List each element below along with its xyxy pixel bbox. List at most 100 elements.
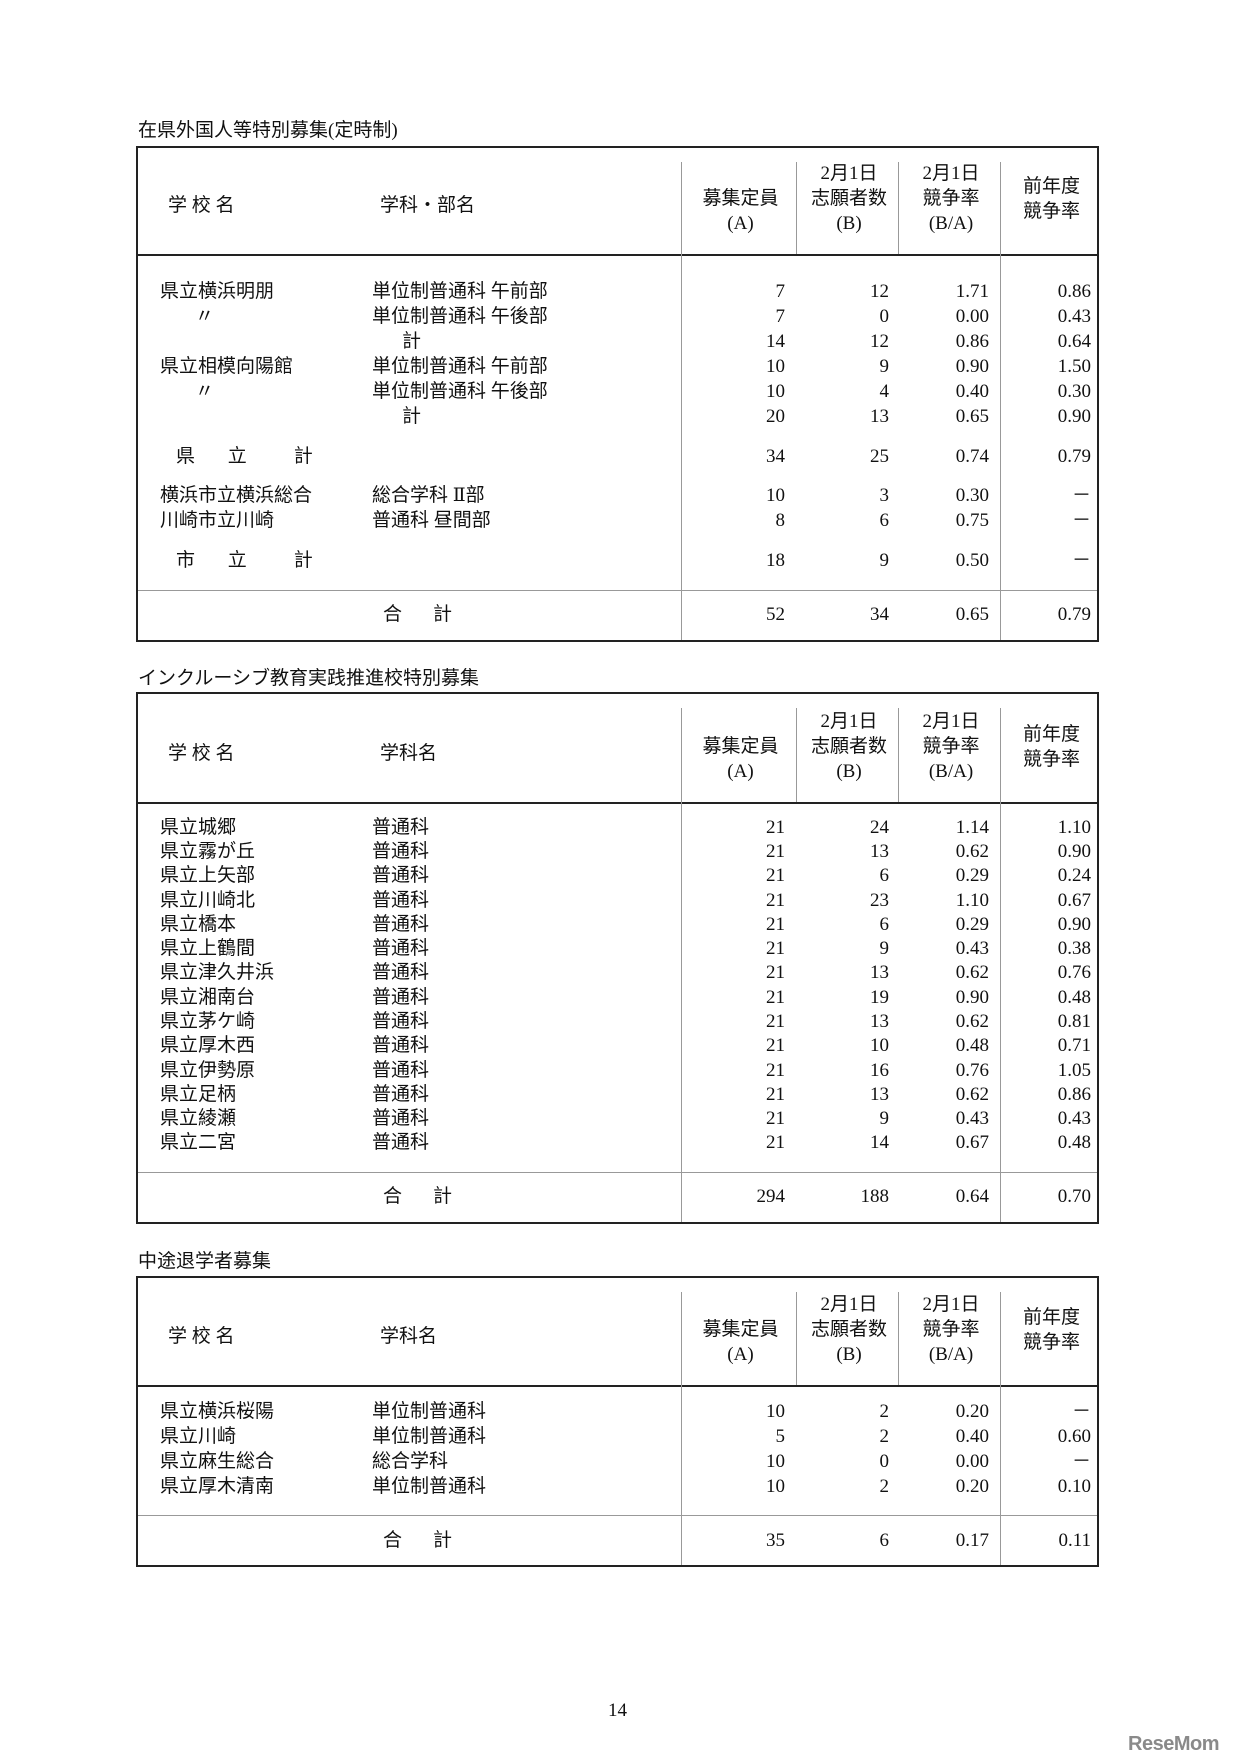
value-a: 20 [766, 406, 785, 427]
header-col-c: 競争率 [922, 188, 980, 209]
department: 普通科 [372, 1084, 430, 1105]
value-a: 21 [766, 890, 785, 911]
school-name: 県立足柄 [160, 1084, 237, 1105]
value-a: 8 [775, 510, 786, 531]
value-d: 0.24 [1057, 865, 1091, 886]
total-divider [138, 1172, 1097, 1173]
school-name: 県立城郷 [160, 817, 237, 838]
value-d: 0.71 [1057, 1035, 1091, 1056]
value-a: 7 [775, 306, 786, 327]
value-b: 2 [879, 1401, 890, 1422]
value-b: 23 [870, 890, 889, 911]
value-b: 9 [879, 356, 890, 377]
department: 普通科 [372, 1060, 430, 1081]
header-divider [138, 254, 1097, 256]
department: 単位制普通科 午後部 [372, 306, 548, 327]
header-col-c: 競争率 [922, 736, 980, 757]
value-d: 0.81 [1057, 1011, 1091, 1032]
header-col-b: (B) [836, 761, 862, 782]
value-d: 0.67 [1057, 890, 1091, 911]
value-b: 13 [870, 1084, 889, 1105]
value-d: 1.05 [1057, 1060, 1091, 1081]
column-divider [1000, 162, 1001, 640]
header-col-d: 競争率 [1022, 200, 1080, 222]
value-c: 0.30 [955, 485, 989, 506]
value-b: 13 [870, 962, 889, 983]
value-a: 10 [766, 485, 785, 506]
value-c: 0.62 [955, 962, 989, 983]
department: 普通科 [372, 841, 430, 862]
value-b: 3 [879, 485, 890, 506]
school-name: 県立綾瀬 [160, 1108, 237, 1129]
header-divider [138, 1385, 1097, 1387]
department: 普通科 [372, 914, 430, 935]
value-b: 6 [879, 914, 890, 935]
value-c: 0.50 [955, 550, 989, 571]
value-d: 0.79 [1057, 446, 1091, 467]
value-d: 0.43 [1057, 1108, 1091, 1129]
value-b: 13 [870, 406, 889, 427]
value-b: 6 [879, 865, 890, 886]
value-b: 13 [870, 841, 889, 862]
column-divider [796, 162, 797, 254]
grand-total-label: 合 計 [383, 1186, 459, 1207]
value-a: 14 [766, 331, 785, 352]
value-b: 9 [879, 938, 890, 959]
school-name: 〃 [195, 381, 215, 402]
header-col-d: 前年度 [1022, 1306, 1080, 1328]
header-col-b: 志願者数 [810, 736, 887, 757]
value-c: 0.65 [955, 406, 989, 427]
total-value-b: 188 [860, 1186, 890, 1207]
value-d: 1.50 [1057, 356, 1091, 377]
department: 普通科 [372, 817, 430, 838]
value-a: 21 [766, 1011, 785, 1032]
value-c: 0.75 [955, 510, 989, 531]
value-a: 10 [766, 1451, 785, 1472]
header-col-d: 競争率 [1022, 748, 1080, 770]
value-a: 21 [766, 962, 785, 983]
value-b: 16 [870, 1060, 889, 1081]
value-c: 0.29 [955, 914, 989, 935]
value-a: 21 [766, 938, 785, 959]
header-col-c: (B/A) [928, 1344, 974, 1365]
value-d: 1.10 [1057, 817, 1091, 838]
total-value-d: 0.11 [1058, 1530, 1091, 1551]
school-name: 県立相模向陽館 [160, 356, 294, 377]
header-col-b: 志願者数 [810, 1319, 887, 1340]
value-d: 0.90 [1057, 406, 1091, 427]
grand-total-label: 合 計 [383, 604, 459, 625]
value-b: 9 [879, 1108, 890, 1129]
school-name: 川崎市立川崎 [160, 510, 275, 531]
value-c: 0.90 [955, 987, 989, 1008]
header-col-c: (B/A) [928, 213, 974, 234]
value-d: 0.76 [1057, 962, 1091, 983]
value-a: 21 [766, 841, 785, 862]
value-b: 14 [870, 1132, 889, 1153]
value-c: 1.10 [955, 890, 989, 911]
value-a: 7 [775, 281, 786, 302]
value-d: － [1071, 510, 1091, 531]
value-a: 10 [766, 1401, 785, 1422]
header-col-c: 競争率 [922, 1319, 980, 1340]
value-c: 0.90 [955, 356, 989, 377]
school-name: 県立川崎 [160, 1426, 237, 1447]
school-name: 県立霧が丘 [160, 841, 256, 862]
data-table: 学 校 名 学科名 募集定員 (A) 2月1日 志願者数 (B) 2月1日 競争率 (B/A) 前年… [136, 1276, 1099, 1567]
value-c: 0.86 [955, 331, 989, 352]
header-col-b: 志願者数 [810, 188, 887, 209]
department: 総合学科 [372, 1451, 449, 1472]
department: 単位制普通科 [372, 1476, 487, 1497]
value-c: 0.43 [955, 938, 989, 959]
department: 普通科 [372, 1108, 430, 1129]
header-col-b: 2月1日 [820, 163, 878, 184]
total-value-c: 0.17 [955, 1530, 989, 1551]
value-a: 21 [766, 987, 785, 1008]
value-b: 12 [870, 281, 889, 302]
table-title: インクルーシブ教育実践推進校特別募集 [138, 668, 480, 689]
value-c: 0.20 [955, 1401, 989, 1422]
department: 普通科 [372, 865, 430, 886]
value-b: 9 [879, 550, 890, 571]
column-divider [681, 1292, 682, 1565]
school-name: 県立上矢部 [160, 865, 256, 886]
value-d: 0.30 [1057, 381, 1091, 402]
